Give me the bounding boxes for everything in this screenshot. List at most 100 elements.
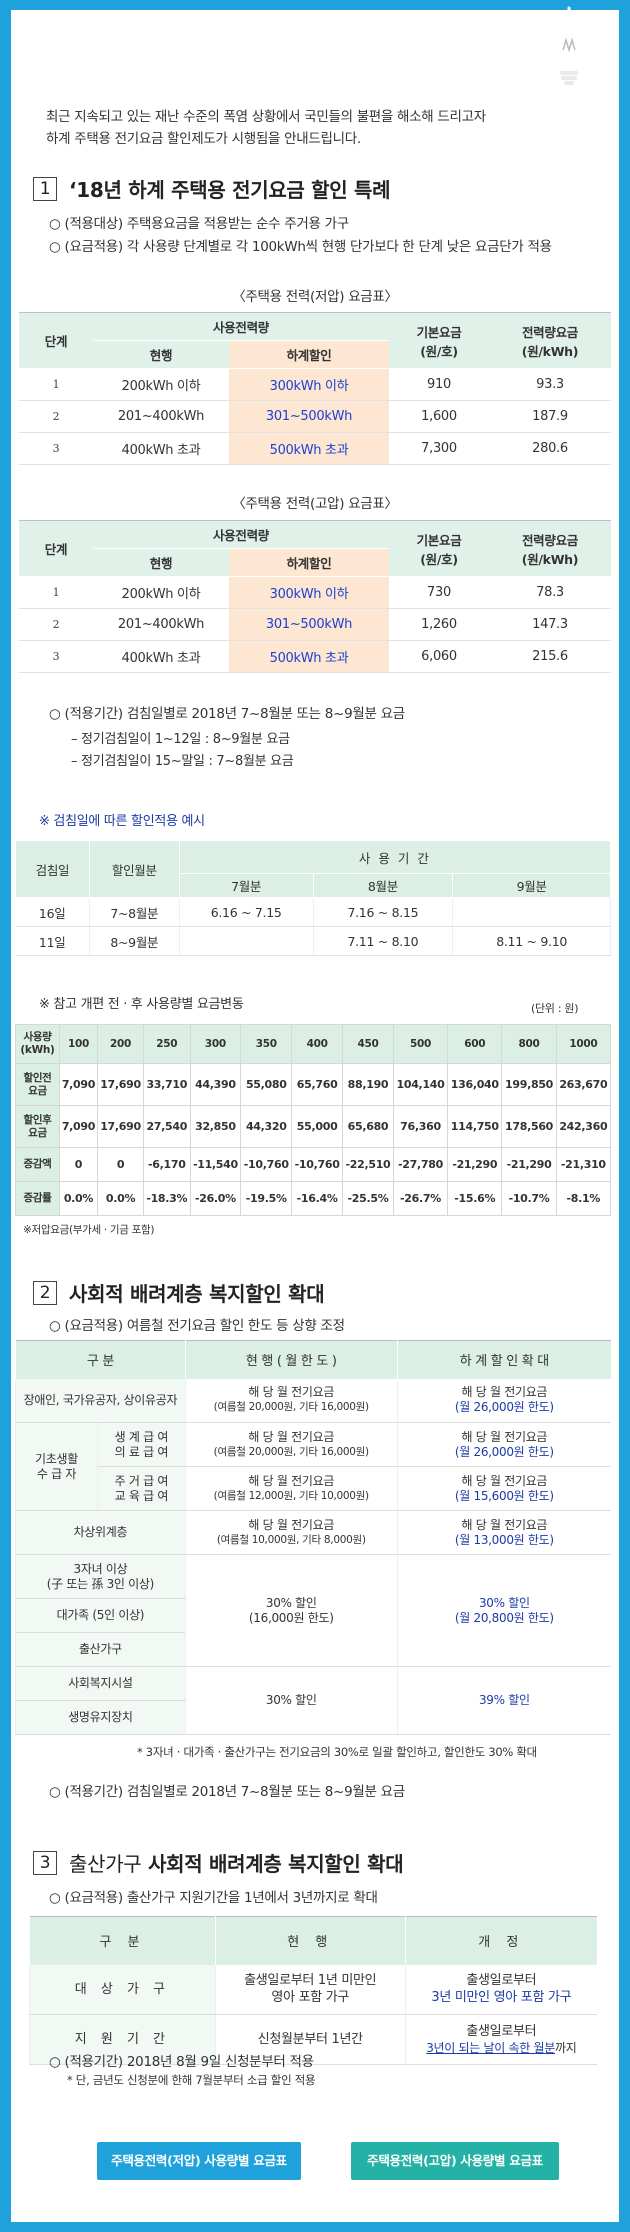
header: 하계 주택용 전기요금 할인제도 안내 — [11, 6, 619, 85]
th-category: 구 분 — [15, 1340, 186, 1379]
cell: 7.16 ~ 8.15 — [313, 897, 454, 927]
cell: 1,260 — [389, 608, 489, 641]
revised-highlight: 3년 미만인 영아 포함 가구 — [431, 1990, 572, 2006]
cell: -21,290 — [501, 1147, 557, 1182]
cell: -8.1% — [555, 1181, 612, 1216]
bullet-rate: ○ (요금적용) 각 사용량 단계별로 각 100kWh씩 현행 단가보다 한 … — [49, 239, 552, 255]
th-stage: 단계 — [19, 520, 93, 577]
high-voltage-rate-button[interactable]: 주택용전력(고압) 사용량별 요금표 — [351, 2142, 559, 2180]
summer-text: 해 당 월 전기요금 — [461, 1517, 548, 1532]
section-number: 3 — [33, 1850, 57, 1875]
section-number: 2 — [33, 1280, 57, 1305]
th-current: 현행 — [93, 340, 229, 369]
th-col: 800 — [501, 1024, 557, 1064]
th-m7: 7월분 — [178, 873, 314, 898]
section1-title: 1 ‘18년 하계 주택용 전기요금 할인 특례 — [33, 174, 391, 203]
cell: 44,390 — [189, 1063, 242, 1106]
th-col: 350 — [240, 1024, 293, 1064]
section3-title: 3 출산가구 사회적 배려계층 복지할인 확대 — [33, 1848, 404, 1877]
summer-sub: (월 26,000원 한도) — [454, 1444, 554, 1459]
th-col: 450 — [342, 1024, 394, 1064]
welfare-footnote: * 3자녀 · 대가족 · 출산가구는 전기요금의 30%로 일괄 할인하고, … — [137, 1745, 537, 1759]
cell: 6.16 ~ 7.15 — [179, 897, 314, 927]
cell: 147.3 — [489, 608, 611, 641]
current-text: 신청월분부터 1년간 — [214, 2014, 406, 2065]
th-day: 검침일 — [15, 840, 90, 898]
section-title-text: 사회적 배려계층 복지할인 확대 — [69, 1282, 325, 1306]
row-label: 할인후 요금 — [15, 1105, 60, 1148]
cell: 8.11 ~ 9.10 — [452, 926, 611, 956]
cell: -25.5% — [342, 1181, 394, 1216]
low-voltage-rate-button[interactable]: 주택용전력(저압) 사용량별 요금표 — [97, 2142, 301, 2180]
summer-sub: (월 26,000원 한도) — [454, 1400, 554, 1415]
intro-line: 최근 지속되고 있는 재난 수준의 폭염 상황에서 국민들의 불편을 해소해 드… — [46, 109, 486, 125]
cell: 500kWh 초과 — [229, 640, 389, 673]
current-text: 출생일로부터 1년 미만인 영아 포함 가구 — [214, 1964, 406, 2015]
intro-line: 하계 주택용 전기요금 할인제도가 시행됨을 안내드립니다. — [46, 131, 361, 147]
cell: 300kWh 이하 — [229, 576, 389, 609]
summer-text: 해 당 월 전기요금 — [461, 1473, 548, 1488]
cell: 3 — [19, 432, 93, 465]
revised-highlight: 3년이 되는 날이 속한 월분 — [426, 2040, 555, 2055]
cell: 65,760 — [291, 1063, 344, 1106]
table-caption-low: 〈주택용 전력(저압) 요금표〉 — [232, 289, 398, 305]
row-category: 사회복지시설 — [15, 1666, 186, 1701]
th-summer: 하 계 할 인 확 대 — [396, 1340, 611, 1379]
cell: 17,690 — [96, 1105, 145, 1148]
cell: 8~9월분 — [89, 926, 180, 956]
th-summer: 하계할인 — [229, 548, 389, 577]
th-col: 400 — [291, 1024, 344, 1064]
th-period: 사 용 기 간 — [178, 840, 612, 874]
cell: 1,600 — [389, 400, 489, 433]
row-label: 증감액 — [15, 1147, 60, 1182]
summer-text: 해 당 월 전기요금 — [461, 1385, 548, 1400]
cell: 3 — [19, 640, 93, 673]
cell: -10.7% — [501, 1181, 557, 1216]
cell: 910 — [389, 368, 489, 401]
current-discount: 30% 할인 (16,000원 한도) — [184, 1554, 398, 1667]
th-m8: 8월분 — [312, 873, 454, 898]
section-title-text: ‘18년 하계 주택용 전기요금 할인 특례 — [69, 178, 391, 202]
cell: 136,040 — [447, 1063, 503, 1106]
row-category: 지 원 기 간 — [29, 2014, 216, 2065]
row-category: 대 상 가 구 — [29, 1964, 216, 2015]
current-text: 해 당 월 전기요금 — [248, 1429, 335, 1444]
cell: -18.3% — [143, 1181, 191, 1216]
period-sub: – 정기검침일이 1~12일 : 8~9월분 요금 — [71, 732, 290, 747]
cell: 201~400kWh — [93, 400, 229, 433]
bullet-rate: ○ (요금적용) 여름철 전기요금 할인 한도 등 상향 조정 — [49, 1318, 345, 1334]
cell: 0.0% — [59, 1181, 98, 1216]
th-month: 할인월분 — [88, 840, 180, 898]
cell: 187.9 — [489, 400, 611, 433]
unit-label: (단위 : 원) — [531, 1002, 579, 1015]
revised-text: 출생일로부터 — [466, 2023, 537, 2039]
cell: -11,540 — [189, 1147, 242, 1182]
row-category: 출산가구 — [15, 1632, 186, 1667]
page-title: 하계 주택용 전기요금 할인제도 안내 — [41, 36, 340, 60]
cell: 7,090 — [59, 1105, 98, 1148]
reference-table: 사용량 (kWh) 100 200 250 300 350 400 450 500 600 800… — [15, 1024, 612, 1216]
revised-text: 까지 — [554, 2040, 577, 2055]
cell: -10,760 — [291, 1147, 344, 1182]
cell: -6,170 — [143, 1147, 191, 1182]
low-voltage-table: 단계 사용전력량 기본요금 (원/호) 전력량요금 (원/kWh) 현행 하계할… — [19, 312, 611, 465]
current-sub: (여름철 20,000원, 기타 16,000원) — [213, 1401, 369, 1414]
section-title-text: 사회적 배려계층 복지할인 확대 — [148, 1852, 404, 1876]
cell: 1 — [19, 368, 93, 401]
cell: 27,540 — [143, 1105, 191, 1148]
cell: 301~500kWh — [229, 608, 389, 641]
th-col: 1000 — [555, 1024, 612, 1064]
th-rate: 전력량요금 (원/kWh) — [489, 520, 611, 577]
summer-sub: (월 13,000원 한도) — [454, 1532, 554, 1547]
cell: 76,360 — [392, 1105, 449, 1148]
cell: 32,850 — [189, 1105, 242, 1148]
th-col: 600 — [447, 1024, 503, 1064]
cell: 2 — [19, 608, 93, 641]
cell: 44,320 — [240, 1105, 293, 1148]
cell: 280.6 — [489, 432, 611, 465]
cell: 301~500kWh — [229, 400, 389, 433]
cell: 1 — [19, 576, 93, 609]
th-current: 현행 — [93, 548, 229, 577]
